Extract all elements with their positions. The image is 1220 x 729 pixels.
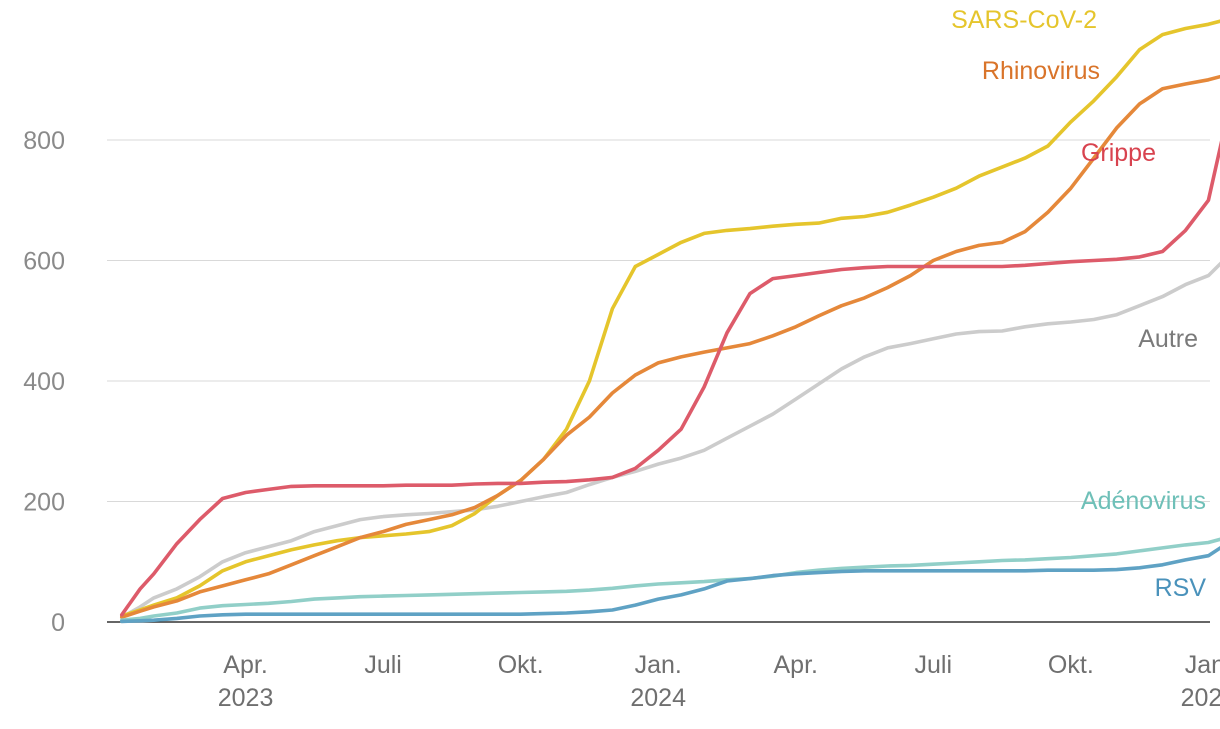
- y-tick-label: 800: [23, 127, 65, 155]
- series-label-adenovirus: Adénovirus: [1081, 487, 1206, 515]
- series-labels: Autre SARS-CoV-2 Rhinovirus Grippe Adénoviru…: [951, 6, 1206, 602]
- x-tick-label: Juli: [915, 651, 953, 679]
- x-tick-year-label: 2025: [1181, 684, 1220, 712]
- y-tick-label: 400: [23, 368, 65, 396]
- series-line-autre: [120, 261, 1220, 619]
- gridlines: [107, 139, 1210, 623]
- series-label-autre: Autre: [1138, 325, 1198, 353]
- x-tick-year-label: 2023: [218, 684, 274, 712]
- y-axis-labels: 0 200 400 600 800: [23, 127, 65, 637]
- series-line-rsv: [120, 545, 1220, 624]
- series-label-rsv: RSV: [1155, 574, 1207, 602]
- x-tick-label: Juli: [364, 651, 402, 679]
- series-label-grippe: Grippe: [1081, 139, 1156, 167]
- series-line-grippe: [120, 140, 1220, 617]
- x-axis-labels: Apr. 2023 Juli Okt. Jan. 2024 Apr. Juli Okt. Jan.…: [218, 651, 1220, 712]
- series-line-adenovirus: [120, 537, 1220, 622]
- series-label-sars-cov-2: SARS-CoV-2: [951, 6, 1097, 34]
- y-tick-label: 600: [23, 248, 65, 276]
- series-line-rhinovirus: [120, 74, 1220, 619]
- y-tick-label: 0: [51, 609, 65, 637]
- y-tick-label: 200: [23, 489, 65, 517]
- x-tick-label: Okt.: [498, 651, 544, 679]
- x-tick-label: Jan.: [1185, 651, 1220, 679]
- x-tick-label: Jan.: [635, 651, 682, 679]
- x-tick-label: Apr.: [223, 651, 267, 679]
- series-lines: [120, 19, 1220, 624]
- series-line-sars-cov-2: [120, 19, 1220, 618]
- series-label-rhinovirus: Rhinovirus: [982, 57, 1100, 85]
- x-tick-year-label: 2024: [630, 684, 686, 712]
- x-tick-label: Okt.: [1048, 651, 1094, 679]
- x-tick-label: Apr.: [774, 651, 818, 679]
